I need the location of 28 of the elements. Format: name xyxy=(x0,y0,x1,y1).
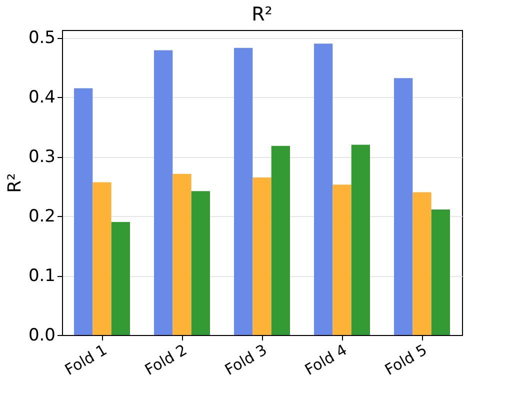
bar xyxy=(271,146,290,335)
bar xyxy=(191,191,210,335)
bar xyxy=(252,177,272,335)
y-tick-label: 0.4 xyxy=(28,88,56,108)
bar xyxy=(234,48,253,335)
bar xyxy=(92,182,112,335)
bar xyxy=(154,50,173,335)
x-tick-label: Fold 2 xyxy=(142,340,190,379)
bar xyxy=(172,174,192,335)
y-axis-title: R² xyxy=(4,173,26,193)
bar xyxy=(314,44,333,335)
bar xyxy=(412,192,432,335)
chart-title: R² xyxy=(252,4,272,26)
y-tick-label: 0.5 xyxy=(28,28,56,48)
bar xyxy=(431,210,450,335)
y-tick-label: 0.3 xyxy=(28,147,56,168)
x-tick-label: Fold 5 xyxy=(382,340,430,379)
x-tick-label: Fold 3 xyxy=(222,340,270,379)
bar xyxy=(351,144,370,335)
x-tick-label: Fold 1 xyxy=(62,340,110,379)
bar xyxy=(394,78,413,335)
x-tick-label: Fold 4 xyxy=(302,340,350,379)
bar xyxy=(74,88,93,335)
bar xyxy=(111,222,130,335)
y-tick-label: 0.2 xyxy=(28,206,56,227)
y-tick-label: 0.1 xyxy=(28,266,56,286)
bar xyxy=(332,184,352,335)
y-tick-label: 0.0 xyxy=(28,326,56,346)
